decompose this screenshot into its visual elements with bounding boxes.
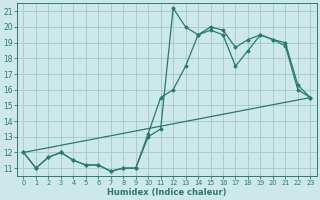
- X-axis label: Humidex (Indice chaleur): Humidex (Indice chaleur): [107, 188, 227, 197]
